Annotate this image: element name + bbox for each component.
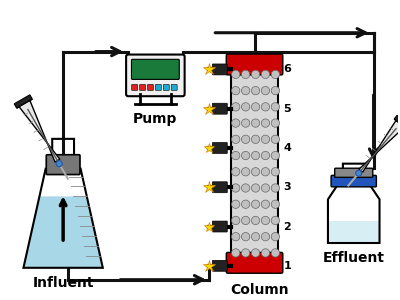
Circle shape	[242, 232, 250, 241]
FancyBboxPatch shape	[126, 55, 185, 96]
Circle shape	[261, 119, 270, 127]
Text: 1: 1	[283, 261, 291, 271]
Text: 4: 4	[283, 143, 291, 153]
Circle shape	[271, 168, 280, 176]
Circle shape	[251, 249, 260, 257]
Circle shape	[242, 70, 250, 79]
Circle shape	[242, 152, 250, 160]
FancyBboxPatch shape	[212, 64, 227, 75]
FancyBboxPatch shape	[212, 260, 227, 271]
Circle shape	[242, 200, 250, 208]
Circle shape	[271, 216, 280, 225]
Circle shape	[232, 152, 240, 160]
Text: Influent: Influent	[32, 276, 94, 290]
Circle shape	[261, 135, 270, 143]
Circle shape	[251, 216, 260, 225]
FancyBboxPatch shape	[212, 182, 227, 193]
Circle shape	[261, 70, 270, 79]
Circle shape	[271, 152, 280, 160]
Circle shape	[242, 184, 250, 192]
Circle shape	[261, 103, 270, 111]
Circle shape	[271, 86, 280, 95]
Circle shape	[232, 70, 240, 79]
Polygon shape	[17, 99, 60, 162]
Circle shape	[242, 86, 250, 95]
Circle shape	[251, 86, 260, 95]
FancyBboxPatch shape	[148, 85, 154, 90]
Circle shape	[261, 200, 270, 208]
FancyBboxPatch shape	[226, 252, 283, 273]
Circle shape	[242, 249, 250, 257]
Circle shape	[232, 119, 240, 127]
Circle shape	[271, 119, 280, 127]
Circle shape	[261, 232, 270, 241]
Circle shape	[271, 184, 280, 192]
Polygon shape	[359, 119, 400, 172]
Circle shape	[232, 184, 240, 192]
Circle shape	[232, 216, 240, 225]
Circle shape	[251, 184, 260, 192]
Text: 6: 6	[283, 64, 291, 74]
Circle shape	[242, 135, 250, 143]
Circle shape	[261, 168, 270, 176]
Circle shape	[232, 86, 240, 95]
Text: 3: 3	[283, 182, 291, 192]
FancyBboxPatch shape	[331, 176, 376, 187]
Circle shape	[56, 161, 62, 167]
Polygon shape	[24, 196, 103, 268]
Circle shape	[232, 249, 240, 257]
Circle shape	[271, 249, 280, 257]
FancyBboxPatch shape	[171, 85, 177, 90]
Circle shape	[251, 168, 260, 176]
Polygon shape	[328, 221, 380, 243]
Circle shape	[261, 249, 270, 257]
Circle shape	[251, 135, 260, 143]
Circle shape	[232, 232, 240, 241]
Circle shape	[242, 216, 250, 225]
Circle shape	[242, 168, 250, 176]
Circle shape	[232, 103, 240, 111]
Circle shape	[242, 119, 250, 127]
Circle shape	[251, 70, 260, 79]
FancyBboxPatch shape	[163, 85, 169, 90]
FancyBboxPatch shape	[212, 103, 227, 114]
Text: Pump: Pump	[133, 112, 178, 126]
FancyBboxPatch shape	[335, 168, 373, 177]
Circle shape	[251, 200, 260, 208]
Circle shape	[251, 119, 260, 127]
Circle shape	[261, 184, 270, 192]
Circle shape	[232, 200, 240, 208]
Circle shape	[251, 103, 260, 111]
Polygon shape	[14, 95, 32, 108]
FancyBboxPatch shape	[132, 59, 179, 80]
FancyBboxPatch shape	[140, 85, 146, 90]
Text: Effluent: Effluent	[323, 251, 385, 265]
Circle shape	[251, 152, 260, 160]
Circle shape	[261, 152, 270, 160]
Circle shape	[261, 86, 270, 95]
Circle shape	[251, 232, 260, 241]
FancyBboxPatch shape	[155, 85, 161, 90]
Circle shape	[271, 200, 280, 208]
Circle shape	[271, 103, 280, 111]
FancyBboxPatch shape	[46, 155, 80, 175]
Circle shape	[232, 135, 240, 143]
FancyBboxPatch shape	[226, 54, 283, 75]
FancyBboxPatch shape	[212, 142, 227, 153]
Text: Column: Column	[230, 283, 289, 297]
Circle shape	[271, 70, 280, 79]
FancyBboxPatch shape	[212, 221, 227, 232]
Circle shape	[271, 135, 280, 143]
Circle shape	[232, 168, 240, 176]
FancyBboxPatch shape	[231, 64, 278, 263]
Circle shape	[242, 103, 250, 111]
Circle shape	[261, 216, 270, 225]
Circle shape	[271, 232, 280, 241]
Circle shape	[356, 170, 362, 176]
Polygon shape	[394, 116, 400, 129]
FancyBboxPatch shape	[132, 85, 138, 90]
Text: 2: 2	[283, 221, 291, 232]
Text: 5: 5	[283, 104, 291, 114]
